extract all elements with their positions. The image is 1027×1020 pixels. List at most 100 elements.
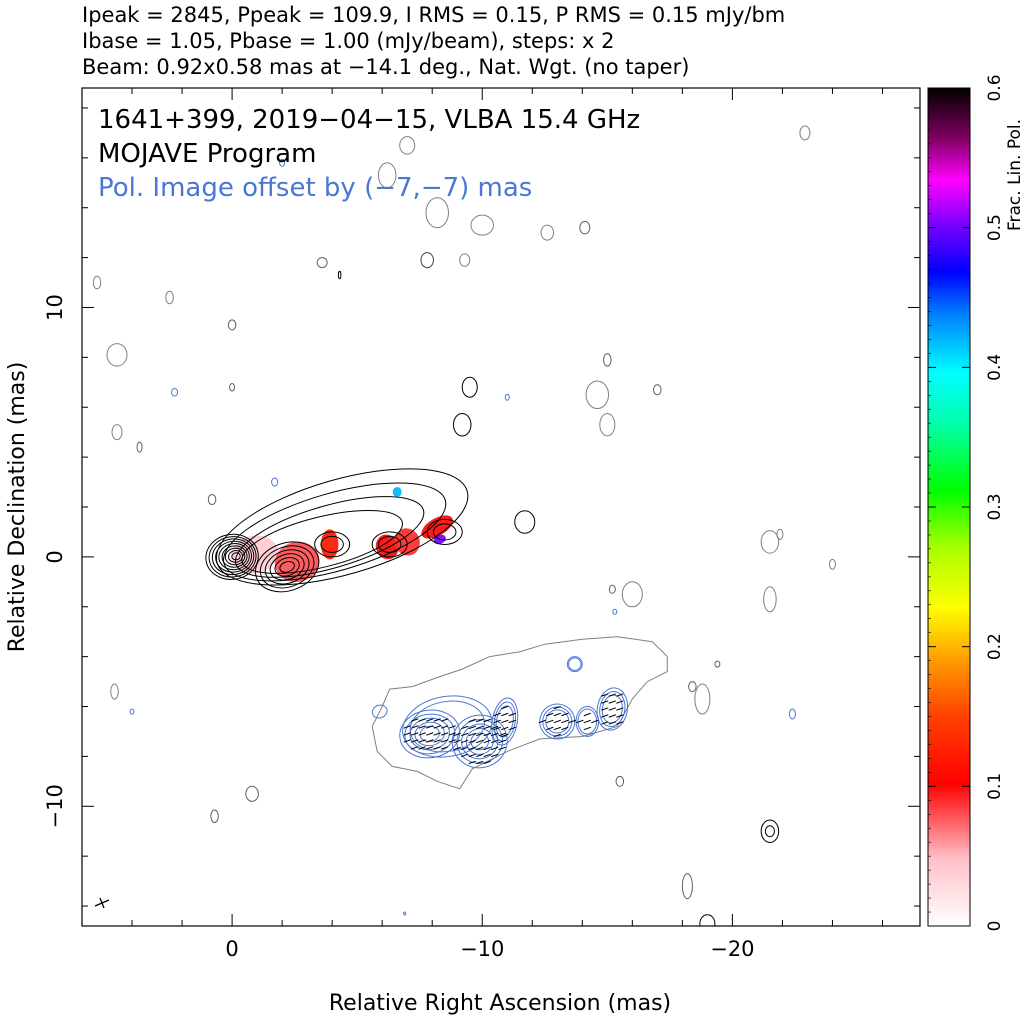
- noise-contour: [111, 424, 123, 441]
- evpa-stick: [491, 753, 499, 758]
- component-contour: [274, 557, 300, 577]
- evpa-stick: [461, 732, 469, 737]
- frac-pol-patch: [375, 534, 399, 560]
- noise-contour: [171, 388, 179, 397]
- evpa-stick: [608, 693, 616, 697]
- y-tick-label: 10: [43, 294, 67, 321]
- beam-minor-axis: [99, 897, 105, 909]
- evpa-stick: [568, 719, 576, 724]
- frac-pol-patch: [392, 487, 402, 498]
- core-contour: [221, 545, 248, 568]
- evpa-stick: [601, 693, 609, 697]
- evpa-stick: [493, 719, 501, 724]
- noise-contour: [763, 586, 777, 613]
- evpa-stick: [468, 718, 476, 723]
- noise-contour: [694, 683, 711, 715]
- pol-contour: [599, 691, 626, 728]
- component-contour: [255, 541, 320, 593]
- evpa-stick: [461, 746, 469, 751]
- stats-line-1: Ipeak = 2845, Ppeak = 109.9, I RMS = 0.1…: [82, 3, 785, 27]
- pol-contour: [414, 721, 445, 747]
- evpa-stick: [411, 739, 419, 743]
- evpa-stick: [591, 719, 599, 724]
- pol-contour: [566, 656, 583, 673]
- pol-contour: [493, 701, 517, 742]
- noise-contour: [776, 528, 784, 540]
- evpa-stick: [553, 712, 561, 717]
- plot-area: [92, 125, 836, 926]
- evpa-stick: [501, 733, 509, 738]
- component-contour: [371, 531, 408, 558]
- noise-contour: [337, 270, 342, 280]
- evpa-stick: [461, 753, 469, 758]
- evpa-stick: [461, 739, 469, 744]
- noise-contour: [612, 608, 618, 615]
- evpa-stick: [448, 739, 456, 743]
- pol-contour: [491, 697, 519, 746]
- evpa-stick: [553, 719, 561, 724]
- noise-contour: [470, 214, 494, 236]
- evpa-stick: [498, 746, 506, 751]
- noise-contour: [227, 319, 237, 331]
- noise-contour: [764, 825, 775, 838]
- noise-contour: [403, 911, 407, 916]
- evpa-stick: [493, 726, 501, 731]
- evpa-stick: [426, 732, 434, 736]
- evpa-stick: [476, 718, 484, 723]
- offset-intensity-contour: [371, 636, 668, 790]
- noise-contour: [603, 353, 612, 367]
- noise-contour: [377, 162, 397, 189]
- evpa-stick: [411, 718, 419, 722]
- evpa-stick: [616, 714, 624, 718]
- evpa-stick: [476, 760, 484, 765]
- noise-contour: [585, 380, 610, 410]
- noise-contour: [688, 681, 697, 693]
- stats-line-2: Ibase = 1.05, Pbase = 1.00 (mJy/beam), s…: [82, 29, 614, 53]
- evpa-stick: [483, 760, 491, 765]
- noise-contour: [129, 708, 135, 715]
- pol-contour: [601, 694, 623, 724]
- evpa-stick: [461, 725, 469, 730]
- evpa-stick: [553, 733, 561, 738]
- component-contour: [426, 518, 463, 545]
- core-contour: [208, 536, 257, 578]
- evpa-stick: [453, 739, 461, 744]
- colorbar-ticks: 0 0.1 0.2 0.3 0.4 0.5 0.6: [928, 74, 1005, 931]
- evpa-stick: [491, 732, 499, 737]
- evpa-stick: [553, 705, 561, 710]
- noise-contour: [653, 384, 662, 396]
- noise-contour: [760, 530, 780, 554]
- plot-frame: [81, 87, 921, 927]
- evpa-stick: [426, 739, 434, 743]
- pol-contour: [419, 725, 440, 743]
- evpa-stick: [441, 739, 449, 743]
- evpa-stick: [616, 700, 624, 704]
- pol-contour: [402, 695, 493, 758]
- colorbar-tick-label: 0: [985, 921, 1005, 932]
- evpa-stick: [616, 721, 624, 725]
- evpa-stick: [418, 746, 426, 750]
- evpa-stick: [468, 753, 476, 758]
- evpa-stick: [448, 732, 456, 736]
- pol-contour: [539, 703, 576, 740]
- evpa-stick: [441, 746, 449, 750]
- evpa-stick: [583, 719, 591, 724]
- core-contour: [224, 547, 246, 566]
- evpa-stick: [498, 739, 506, 744]
- evpa-stick: [491, 725, 499, 730]
- evpa-stick: [453, 732, 461, 737]
- evpa-stick: [433, 739, 441, 743]
- evpa-stick: [546, 719, 554, 724]
- colorbar-tick-label: 0.5: [985, 214, 1005, 241]
- noise-contour: [452, 412, 472, 437]
- beam-line: Beam: 0.92x0.58 mas at −14.1 deg., Nat. …: [82, 55, 689, 79]
- noise-contour: [106, 343, 128, 367]
- intensity-contour: [234, 496, 425, 578]
- evpa-stick: [608, 721, 616, 725]
- evpa-stick: [468, 746, 476, 751]
- core-contour: [218, 543, 250, 571]
- evpa-stick: [508, 719, 516, 724]
- colorbar-tick-label: 0.6: [985, 74, 1005, 101]
- evpa-stick: [498, 732, 506, 737]
- evpa-stick: [476, 732, 484, 737]
